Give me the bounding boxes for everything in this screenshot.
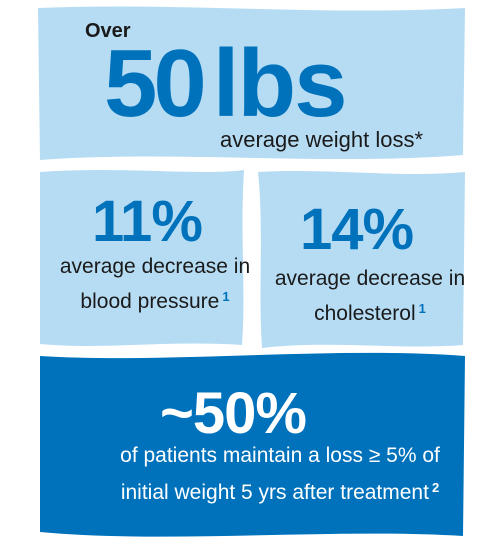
cholesterol-line2: cholesterol bbox=[314, 302, 416, 325]
cholesterol-line2-wrap: cholesterol 1 bbox=[270, 294, 470, 329]
cholesterol-footnote-ref: 1 bbox=[418, 301, 426, 316]
cholesterol-value: 14% bbox=[300, 197, 414, 262]
maintenance-value: ~50% bbox=[160, 381, 307, 446]
blood-pressure-footnote-ref: 1 bbox=[222, 289, 230, 304]
blood-pressure-line2-wrap: blood pressure 1 bbox=[55, 282, 255, 317]
weight-loss-number: 50 bbox=[104, 30, 207, 137]
blood-pressure-line2: blood pressure bbox=[80, 290, 220, 313]
weight-loss-unit: lbs bbox=[212, 30, 348, 137]
blood-pressure-line1: average decrease in bbox=[59, 255, 251, 278]
blood-pressure-panel bbox=[40, 170, 244, 346]
cholesterol-line1: average decrease in bbox=[274, 267, 466, 290]
cholesterol-panel bbox=[258, 171, 465, 348]
maintenance-description: of patients maintain a loss ≥ 5% of init… bbox=[80, 440, 480, 509]
blood-pressure-value: 11% bbox=[92, 189, 203, 254]
maintenance-line1: of patients maintain a loss ≥ 5% of bbox=[120, 444, 440, 467]
weight-loss-label: average weight loss* bbox=[220, 127, 424, 152]
weight-loss-figure: 50 lbs bbox=[104, 30, 348, 137]
weight-prefix: Over bbox=[85, 20, 131, 42]
cholesterol-description: average decrease in cholesterol 1 bbox=[270, 264, 470, 329]
maintenance-line2: initial weight 5 yrs after treatment bbox=[120, 481, 429, 504]
maintenance-panel bbox=[40, 352, 465, 537]
maintenance-line2-wrap: initial weight 5 yrs after treatment 2 bbox=[80, 472, 480, 509]
blood-pressure-description: average decrease in blood pressure 1 bbox=[55, 252, 255, 317]
weight-loss-panel bbox=[38, 6, 465, 160]
maintenance-footnote-ref: 2 bbox=[431, 480, 440, 495]
